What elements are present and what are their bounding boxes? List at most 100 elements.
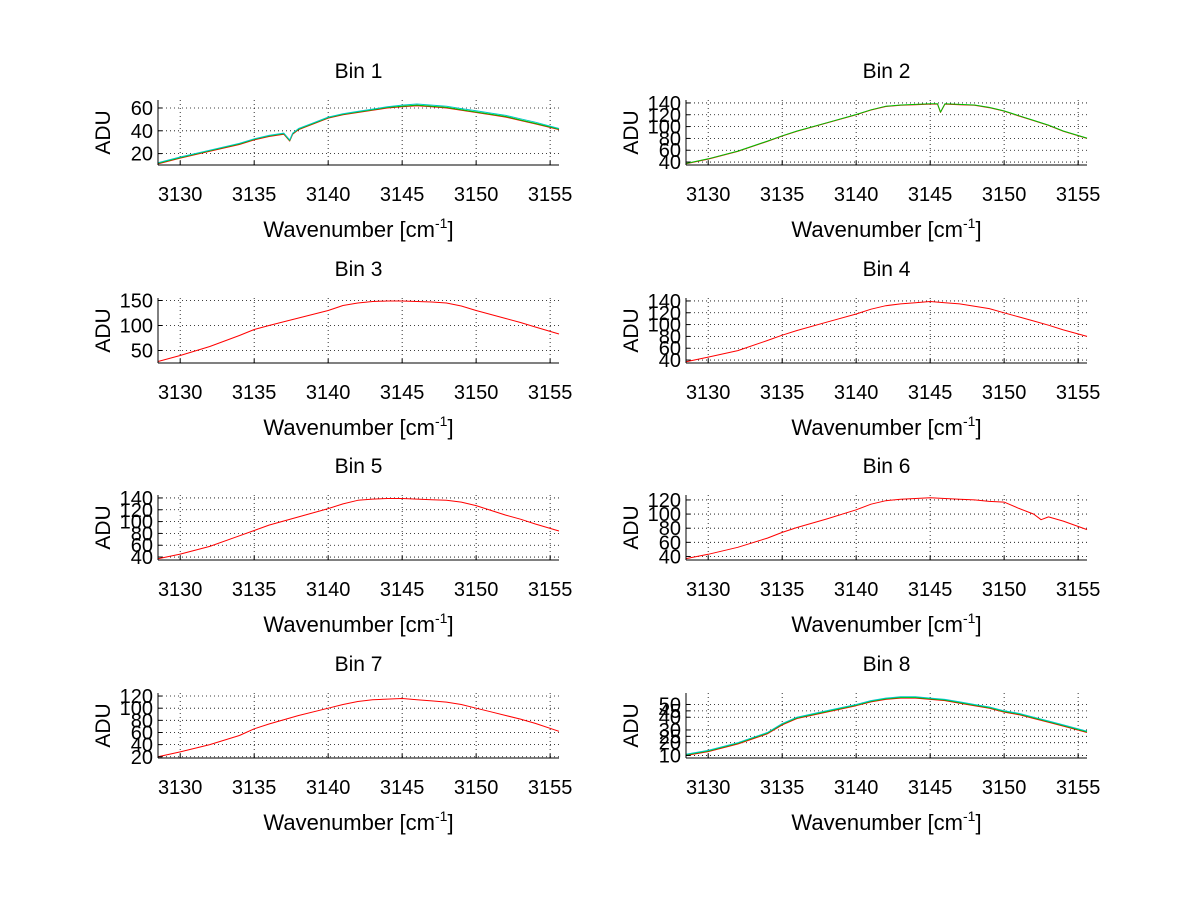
y-tick-label: 60 (131, 722, 153, 744)
x-axis-label-end: ] (975, 217, 981, 242)
x-tick-label: 3135 (760, 184, 805, 206)
series-line-2 (685, 697, 1088, 756)
y-tick-label: 100 (648, 117, 681, 139)
series-line-2 (685, 103, 1088, 164)
x-axis-label-main: Wavenumber [cm (791, 415, 963, 440)
panel-title: Bin 1 (335, 60, 383, 83)
x-tick-label: 3130 (158, 184, 203, 206)
x-tick-label: 3130 (686, 382, 731, 404)
y-tick-label: 100 (120, 316, 153, 338)
x-tick-label: 3145 (908, 382, 953, 404)
y-axis-label: ADU (620, 703, 643, 747)
x-axis-label: Wavenumber [cm-1] (263, 808, 453, 835)
x-tick-label: 3140 (306, 184, 351, 206)
series-line-1 (157, 498, 560, 560)
x-tick-label: 3145 (380, 382, 425, 404)
x-tick-label: 3155 (528, 184, 573, 206)
x-tick-label: 3130 (686, 579, 731, 601)
y-tick-label: 60 (131, 98, 153, 120)
x-tick-label: 3140 (834, 382, 879, 404)
panel-title: Bin 7 (335, 653, 383, 676)
x-tick-label: 3150 (982, 382, 1027, 404)
y-axis-label: ADU (92, 110, 115, 154)
series-line-1 (685, 497, 1088, 560)
y-tick-label: 30 (659, 720, 681, 742)
x-axis-label-main: Wavenumber [cm (263, 415, 435, 440)
y-tick-label: 100 (648, 504, 681, 526)
y-tick-label: 120 (120, 686, 153, 708)
x-tick-label: 3140 (834, 777, 879, 799)
x-axis-label-main: Wavenumber [cm (263, 810, 435, 835)
x-tick-label: 3140 (834, 579, 879, 601)
y-tick-label: 45 (659, 701, 681, 723)
x-axis-label-end: ] (447, 415, 453, 440)
x-tick-label: 3145 (908, 579, 953, 601)
panel-title: Bin 6 (863, 455, 911, 478)
panel-title: Bin 2 (863, 60, 911, 83)
y-axis-label: ADU (620, 110, 643, 154)
x-tick-label: 3150 (982, 777, 1027, 799)
x-tick-label: 3130 (158, 777, 203, 799)
y-tick-label: 150 (120, 291, 153, 313)
x-axis-label-superscript: -1 (435, 215, 448, 231)
panel-title: Bin 5 (335, 455, 383, 478)
x-tick-label: 3145 (380, 777, 425, 799)
y-tick-label: 120 (648, 490, 681, 512)
x-axis-label: Wavenumber [cm-1] (791, 610, 981, 637)
x-tick-label: 3135 (760, 382, 805, 404)
x-tick-label: 3130 (158, 579, 203, 601)
x-tick-label: 3145 (908, 184, 953, 206)
x-axis-label-superscript: -1 (963, 610, 976, 626)
y-tick-label: 60 (659, 532, 681, 554)
x-tick-label: 3135 (232, 777, 277, 799)
y-axis-label: ADU (92, 308, 115, 352)
y-tick-label: 40 (131, 121, 153, 143)
y-tick-label: 60 (131, 535, 153, 557)
y-tick-label: 100 (648, 315, 681, 337)
y-tick-label: 50 (131, 341, 153, 363)
y-tick-label: 100 (120, 512, 153, 534)
x-tick-label: 3145 (380, 184, 425, 206)
y-axis-label: ADU (620, 505, 643, 549)
y-tick-label: 40 (659, 152, 681, 174)
series-line-1 (685, 697, 1088, 756)
y-tick-label: 120 (648, 303, 681, 325)
x-tick-label: 3140 (306, 777, 351, 799)
x-tick-label: 3135 (232, 184, 277, 206)
x-axis-label-superscript: -1 (963, 413, 976, 429)
x-tick-label: 3155 (1056, 579, 1101, 601)
series-line-3 (685, 696, 1088, 755)
series-line-1 (685, 301, 1088, 363)
x-axis-label-end: ] (975, 415, 981, 440)
y-tick-label: 10 (659, 745, 681, 767)
y-tick-label: 140 (648, 93, 681, 115)
panel-title: Bin 3 (335, 258, 383, 281)
y-tick-label: 25 (659, 726, 681, 748)
x-tick-label: 3130 (158, 382, 203, 404)
y-tick-label: 40 (659, 707, 681, 729)
x-tick-label: 3145 (908, 777, 953, 799)
x-axis-label-superscript: -1 (963, 808, 976, 824)
x-axis-label-superscript: -1 (963, 215, 976, 231)
y-axis-label: ADU (92, 505, 115, 549)
x-tick-label: 3150 (454, 579, 499, 601)
x-axis-label: Wavenumber [cm-1] (263, 215, 453, 242)
x-tick-label: 3155 (1056, 184, 1101, 206)
x-tick-label: 3130 (686, 777, 731, 799)
y-tick-label: 80 (659, 128, 681, 150)
x-tick-label: 3135 (232, 579, 277, 601)
x-tick-label: 3155 (1056, 382, 1101, 404)
x-tick-label: 3140 (306, 579, 351, 601)
x-tick-label: 3150 (454, 184, 499, 206)
x-axis-label-main: Wavenumber [cm (263, 217, 435, 242)
x-tick-label: 3145 (380, 579, 425, 601)
x-tick-label: 3155 (528, 777, 573, 799)
x-tick-label: 3135 (232, 382, 277, 404)
y-tick-label: 80 (659, 518, 681, 540)
